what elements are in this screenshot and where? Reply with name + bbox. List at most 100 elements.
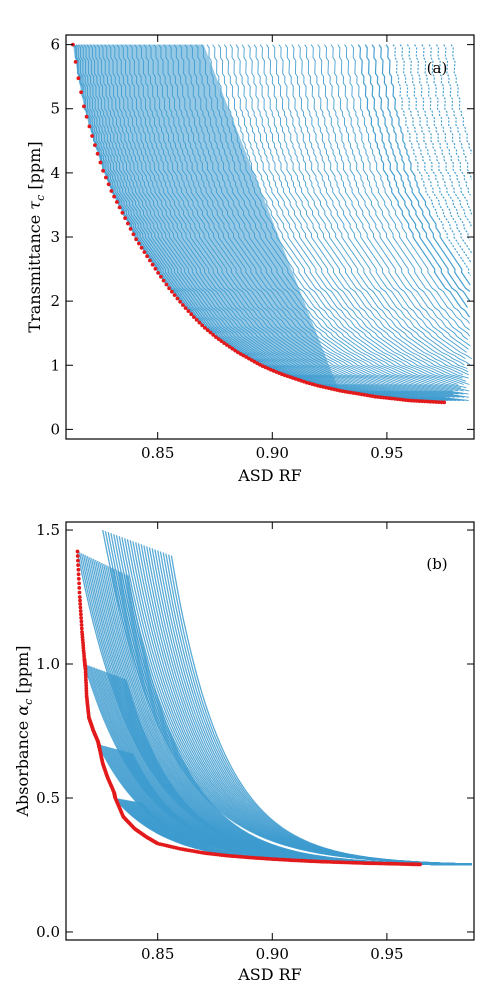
panel-a-frontier-point — [230, 346, 235, 351]
panel-a-frontier-point — [101, 168, 105, 173]
panel-a-cloud-strand — [371, 44, 471, 302]
panel-a-frontier-point — [423, 399, 427, 404]
panel-a-x-tick-label: 0.95 — [370, 444, 403, 462]
panel-b-frontier-point — [79, 623, 84, 627]
panel-a-cloud-strand — [253, 44, 469, 379]
panel-a-cloud-strand — [247, 44, 463, 379]
panel-b-frontier-point — [80, 632, 85, 637]
panel-a-frontier-point — [82, 104, 86, 109]
panel-b-frontier-point — [82, 651, 86, 656]
panel-a-frontier-point — [222, 341, 227, 345]
panel-b-frontier-point — [82, 654, 86, 658]
panel-a-frontier-point — [93, 143, 97, 148]
panel-a-frontier-point — [128, 227, 133, 231]
panel-a-cloud-strand — [241, 44, 467, 382]
panel-b-y-tick-label: 0.0 — [36, 923, 60, 941]
panel-a-frontier-point — [150, 262, 155, 267]
panel-a-cloud-strand — [443, 44, 473, 180]
panel-a-frontier-point — [216, 337, 221, 341]
panel-a-frontier-point — [194, 318, 199, 322]
panel-b-label: (b) — [426, 555, 447, 573]
panel-a-cloud-strand — [350, 44, 470, 324]
panel-a-frontier-point — [368, 393, 372, 398]
panel-a-ticks: 0.85 0.90 0.95 0 1 2 3 4 5 6 — [50, 35, 474, 462]
panel-a-frontier-point — [434, 400, 438, 404]
panel-a-x-tick-label: 0.90 — [256, 444, 289, 462]
panel-a-frontier-point — [409, 398, 414, 403]
panel-a-frontier-point — [340, 389, 345, 393]
panel-a-frontier-point — [181, 303, 185, 307]
panel-a-cloud-strand — [330, 44, 469, 340]
panel-a-cloud-strand — [406, 44, 473, 254]
panel-a-cloud-strand — [364, 44, 468, 308]
panel-b-y-tick-label: 1.0 — [36, 655, 60, 673]
panel-b-frontier-point — [80, 635, 85, 640]
panel-a-frontier-point — [205, 328, 210, 333]
panel-a-cloud-strand — [435, 44, 472, 196]
panel-b-x-axis-label: ASD RF — [237, 965, 302, 984]
panel-b-frontier-point — [79, 616, 83, 620]
panel-a-cloud-strand — [223, 44, 459, 385]
panel-b-frontier-point — [78, 605, 83, 610]
panel-a-cloud-strand — [266, 44, 470, 376]
panel-a-frontier-point — [406, 398, 411, 403]
panel-a-y-tick-label: 1 — [50, 356, 60, 374]
panel-a-cloud-strand — [357, 44, 471, 318]
panel-a-x-tick-label: 0.85 — [141, 444, 174, 462]
panel-b-frontier-point — [84, 688, 89, 693]
panel-a-frontier-point — [208, 330, 213, 335]
panel-a-frontier-point — [241, 353, 246, 358]
panel-a-frontier-point — [384, 396, 389, 400]
panel-b-frontier-point — [79, 626, 84, 631]
panel-a-frontier-point — [346, 390, 350, 394]
panel-b-frontier-point — [81, 646, 86, 650]
panel-b-frontier-point — [81, 640, 85, 645]
panel-a-frontier-point — [90, 134, 94, 138]
panel-a-frontier-point — [247, 356, 251, 361]
panel-b-frontier-point — [84, 683, 89, 688]
panel-a-frontier-point — [104, 175, 108, 180]
panel-a-frontier-point — [414, 399, 419, 403]
panel-a-frontier-point — [172, 293, 177, 297]
panel-a-cloud-strand — [272, 44, 469, 373]
panel-b-frontier-point — [76, 558, 80, 563]
panel-a-cloud-strand — [235, 44, 470, 385]
panel-a-frontier-point — [73, 60, 78, 64]
panel-a-cloud-strand — [324, 44, 471, 347]
panel-a-cloud-strand — [344, 44, 470, 331]
panel-a-frontier-point — [373, 394, 378, 399]
panel-b-x-tick-label: 0.95 — [370, 945, 403, 963]
panel-a: 0.85 0.90 0.95 0 1 2 3 4 5 6 (a) ASD RF Transmitt… — [25, 34, 475, 485]
panel-b-frontier-point — [84, 678, 88, 682]
panel-a-cloud-strand — [278, 44, 468, 369]
panel-a-cloud-strand — [392, 44, 472, 276]
panel-a-frontier-point — [117, 205, 122, 210]
panel-a-y-axis-label: Transmittance τc [ppm] — [25, 141, 47, 332]
panel-b-frontier-point — [83, 675, 88, 680]
panel-a-frontier-point — [106, 182, 111, 187]
panel-b-frontier-point — [76, 576, 81, 581]
panel-a-cloud-fill — [72, 44, 339, 391]
panel-a-frontier-point — [178, 299, 183, 304]
panel-a-frontier-point — [156, 271, 161, 275]
panel-a-cloud-strand — [337, 44, 471, 337]
panel-a-frontier-point — [142, 250, 147, 255]
panel-a-y-tick-label: 2 — [50, 292, 60, 310]
panel-a-frontier-point — [417, 399, 422, 403]
panel-a-y-tick-label: 0 — [50, 420, 60, 438]
panel-a-frontier-point — [153, 266, 158, 271]
panel-b-frontier-point — [77, 595, 82, 599]
panel-a-y-tick-label: 6 — [50, 36, 60, 54]
panel-b-frontier-point — [84, 691, 89, 696]
panel-a-frontier-point — [137, 241, 141, 246]
panel-a-frontier-point — [120, 210, 125, 215]
panel-a-frontier-point — [258, 362, 262, 367]
panel-b-frontier-point — [78, 609, 83, 613]
panel-a-frontier-point — [420, 399, 425, 404]
panel-b-frontier-point — [76, 572, 81, 577]
panel-a-frontier-point — [227, 345, 232, 349]
panel-a-y-tick-label: 3 — [50, 228, 60, 246]
panel-a-frontier-point — [76, 76, 81, 81]
panel-a-frontier-point — [395, 397, 400, 401]
panel-b-frame — [65, 521, 475, 941]
